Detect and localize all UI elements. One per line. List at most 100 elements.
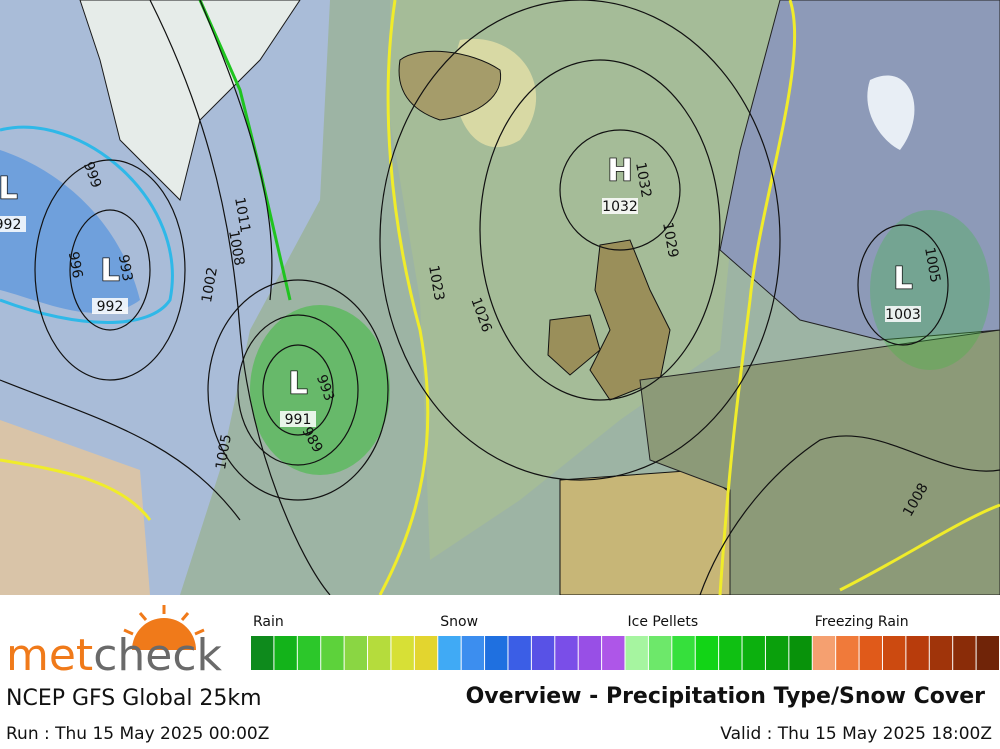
pressure-value-background bbox=[602, 198, 638, 214]
isobar bbox=[379, 0, 781, 481]
pressure-center-value: 1003 bbox=[885, 307, 921, 323]
snow-cover-east bbox=[867, 75, 915, 150]
legend-swatch bbox=[648, 636, 672, 670]
isobar bbox=[857, 224, 949, 346]
legend-swatch bbox=[321, 636, 344, 670]
isobar-label: 993 bbox=[115, 253, 135, 282]
pressure-center-value: 991 bbox=[285, 412, 312, 428]
rain-area bbox=[870, 210, 990, 370]
legend-swatch bbox=[461, 636, 485, 670]
legend-swatch bbox=[742, 636, 765, 670]
sun bbox=[132, 618, 196, 650]
model-name: NCEP GFS Global 25km bbox=[6, 686, 262, 711]
legend-swatch bbox=[555, 636, 578, 670]
weather-map bbox=[0, 0, 1000, 596]
legend-swatch bbox=[882, 636, 906, 670]
isobar-label: 996 bbox=[65, 250, 85, 279]
legend-swatch bbox=[953, 636, 976, 670]
isobar-label: 1002 bbox=[199, 266, 221, 304]
isobar bbox=[479, 59, 721, 401]
pressure-center-value: 992 bbox=[0, 217, 21, 233]
temperature-line bbox=[378, 0, 430, 596]
chart-title: Overview - Precipitation Type/Snow Cover bbox=[466, 684, 986, 709]
iberia bbox=[559, 469, 741, 596]
isobar bbox=[237, 314, 359, 466]
isobar-label: 1008 bbox=[225, 229, 247, 267]
legend-swatch bbox=[438, 636, 461, 670]
isobar bbox=[0, 379, 241, 521]
legend-swatch bbox=[859, 636, 882, 670]
ireland bbox=[547, 314, 601, 376]
legend-swatch bbox=[531, 636, 555, 670]
isobar bbox=[207, 279, 389, 501]
pressure-center-letter: H bbox=[607, 154, 632, 189]
legend-swatch bbox=[812, 636, 836, 670]
run-time: Run : Thu 15 May 2025 00:00Z bbox=[6, 724, 269, 744]
isobar bbox=[699, 435, 1000, 596]
pressure-center-value: 992 bbox=[97, 299, 124, 315]
temperature-line bbox=[839, 503, 1000, 592]
isobar bbox=[69, 209, 151, 331]
legend-swatch bbox=[602, 636, 625, 670]
pressure-value-background bbox=[280, 411, 316, 427]
legend-swatch bbox=[391, 636, 414, 670]
legend-swatch bbox=[485, 636, 508, 670]
legend-swatch bbox=[368, 636, 391, 670]
logo-suffix: check bbox=[93, 630, 222, 681]
pressure-center-value: 1032 bbox=[602, 199, 638, 215]
legend-swatch bbox=[672, 636, 695, 670]
isobar-label: 1011 bbox=[231, 196, 253, 234]
isobar bbox=[34, 159, 186, 381]
isobar bbox=[199, 0, 273, 301]
legend-swatch bbox=[508, 636, 531, 670]
legend-label: Snow bbox=[440, 614, 478, 630]
valid-time: Valid : Thu 15 May 2025 18:00Z bbox=[720, 724, 992, 744]
freezing-line bbox=[0, 125, 174, 324]
legend-swatch bbox=[789, 636, 812, 670]
isobar bbox=[262, 344, 334, 436]
legend-swatch bbox=[297, 636, 321, 670]
logo: metcheck bbox=[6, 630, 223, 681]
greenland bbox=[79, 0, 301, 201]
legend-swatch bbox=[344, 636, 368, 670]
legend-swatch bbox=[929, 636, 953, 670]
legend-swatch bbox=[251, 636, 274, 670]
isobar bbox=[149, 0, 331, 596]
legend: Rain Snow Ice Pellets Freezing Rain bbox=[251, 614, 999, 670]
isobars bbox=[0, 0, 1000, 596]
legend-swatch bbox=[719, 636, 742, 670]
legend-swatch bbox=[836, 636, 859, 670]
sun-ray bbox=[194, 628, 205, 636]
legend-swatch bbox=[976, 636, 999, 670]
sun-ray bbox=[180, 612, 190, 621]
logo-prefix: met bbox=[6, 630, 93, 681]
legend-swatch bbox=[274, 636, 297, 670]
pressure-center-letter: L bbox=[0, 172, 18, 207]
temperature-line bbox=[0, 458, 152, 521]
sun-ray bbox=[123, 628, 134, 636]
pressure-value-background bbox=[885, 306, 921, 322]
footer: metcheck NCEP GFS Global 25km Overview -… bbox=[0, 595, 1000, 749]
isobar-label: 1032 bbox=[632, 161, 654, 199]
pressure-center-letter: L bbox=[288, 367, 307, 402]
front-line bbox=[198, 0, 292, 301]
isobar-label: 1029 bbox=[659, 221, 681, 259]
isobar-label: 1005 bbox=[213, 433, 235, 471]
snow-cover-west bbox=[0, 0, 330, 595]
warm-region bbox=[0, 420, 150, 595]
legend-label: Rain bbox=[253, 614, 284, 630]
legend-swatch bbox=[695, 636, 719, 670]
isobar-label: 1005 bbox=[921, 246, 943, 284]
pressure-center-letter: L bbox=[893, 262, 912, 297]
logo-sun bbox=[123, 605, 205, 650]
pressure-value-background bbox=[92, 298, 128, 314]
legend-swatch bbox=[414, 636, 438, 670]
legend-label: Ice Pellets bbox=[628, 614, 699, 630]
legend-swatch bbox=[906, 636, 929, 670]
legend-swatch bbox=[625, 636, 648, 670]
sun-ray bbox=[138, 612, 148, 621]
pressure-center-letter: L bbox=[100, 254, 119, 289]
temperature-line bbox=[718, 0, 797, 596]
great-britain bbox=[589, 239, 671, 401]
